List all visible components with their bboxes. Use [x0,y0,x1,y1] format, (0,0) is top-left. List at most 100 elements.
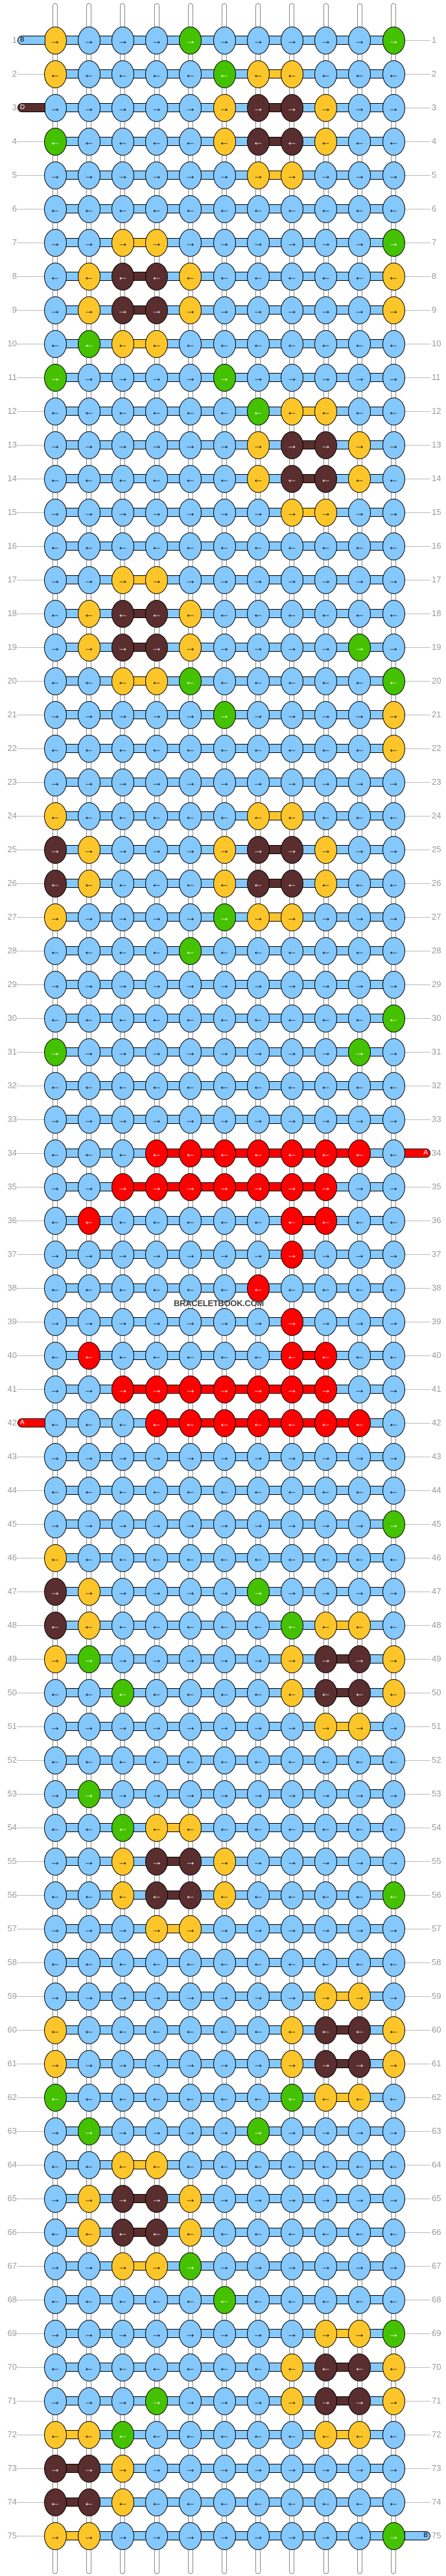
knot[interactable]: → [382,1914,405,1943]
knot[interactable]: → [145,1982,169,2010]
knot[interactable]: ← [348,667,371,695]
knot[interactable]: ← [280,127,303,156]
knot[interactable]: → [348,1105,371,1134]
knot[interactable]: ← [111,1139,134,1167]
knot[interactable]: ← [348,2285,371,2314]
knot[interactable]: ← [179,1948,202,1977]
knot[interactable]: → [382,2522,405,2550]
knot[interactable]: ← [43,262,67,291]
knot[interactable]: → [43,1375,67,1403]
knot[interactable]: → [145,1307,169,1336]
knot[interactable]: ← [280,1813,303,1842]
knot[interactable]: → [77,2319,100,2348]
knot[interactable]: → [246,2387,270,2415]
knot[interactable]: → [111,161,134,189]
knot[interactable]: ← [246,1881,270,1909]
knot[interactable]: ← [213,2285,236,2314]
knot[interactable]: ← [111,397,134,425]
knot[interactable]: → [145,1442,169,1471]
knot[interactable]: → [280,26,303,54]
knot[interactable]: ← [77,1948,100,1977]
knot[interactable]: ← [145,1746,169,1774]
knot[interactable]: → [314,1577,338,1606]
knot[interactable]: → [246,835,270,864]
knot[interactable]: ← [145,262,169,291]
knot[interactable]: ← [280,1004,303,1032]
knot[interactable]: → [348,903,371,931]
knot[interactable]: ← [382,2083,405,2112]
knot[interactable]: → [77,700,100,729]
knot[interactable]: → [213,1307,236,1336]
knot[interactable]: → [314,296,338,324]
knot[interactable]: → [314,700,338,729]
knot[interactable]: ← [246,60,270,88]
knot[interactable]: ← [280,1948,303,1977]
knot[interactable]: → [111,1038,134,1066]
knot[interactable]: → [77,903,100,931]
knot[interactable]: ← [280,1274,303,1302]
knot[interactable]: → [348,700,371,729]
knot[interactable]: ← [145,464,169,493]
knot[interactable]: ← [314,869,338,898]
knot[interactable]: → [348,835,371,864]
knot[interactable]: → [179,1173,202,1201]
knot[interactable]: → [179,228,202,257]
knot[interactable]: → [145,2184,169,2213]
knot[interactable]: ← [382,1071,405,1100]
knot[interactable]: ← [77,2218,100,2247]
knot[interactable]: ← [179,1544,202,1572]
knot[interactable]: ← [382,2488,405,2516]
knot[interactable]: ← [213,1139,236,1167]
knot[interactable]: → [314,26,338,54]
knot[interactable]: → [111,26,134,54]
knot[interactable]: → [213,1780,236,1808]
knot[interactable]: ← [314,464,338,493]
knot[interactable]: → [213,26,236,54]
knot[interactable]: ← [77,1341,100,1370]
knot[interactable]: ← [43,2488,67,2516]
knot[interactable]: ← [77,329,100,358]
knot[interactable]: ← [382,2016,405,2044]
knot[interactable]: ← [280,802,303,830]
knot[interactable]: ← [314,1746,338,1774]
knot[interactable]: ← [213,60,236,88]
knot[interactable]: → [111,903,134,931]
knot[interactable]: ← [145,1881,169,1909]
knot[interactable]: ← [213,329,236,358]
knot[interactable]: → [246,2454,270,2483]
knot[interactable]: → [77,161,100,189]
knot[interactable]: → [77,1375,100,1403]
knot[interactable]: → [43,363,67,392]
knot[interactable]: ← [111,2285,134,2314]
knot[interactable]: → [382,2252,405,2280]
knot[interactable]: ← [145,1813,169,1842]
knot[interactable]: → [213,2319,236,2348]
knot[interactable]: ← [43,1409,67,1437]
knot[interactable]: ← [382,869,405,898]
knot[interactable]: → [43,1577,67,1606]
knot[interactable]: ← [348,1813,371,1842]
knot[interactable]: ← [77,599,100,628]
knot[interactable]: → [348,2049,371,2078]
knot[interactable]: → [77,1847,100,1876]
knot[interactable]: ← [314,2420,338,2449]
knot[interactable]: → [314,1847,338,1876]
knot[interactable]: ← [382,2353,405,2381]
knot[interactable]: → [280,1645,303,1673]
knot[interactable]: ← [111,2151,134,2179]
knot[interactable]: → [145,296,169,324]
knot[interactable]: → [145,768,169,796]
knot[interactable]: ← [246,1071,270,1100]
knot[interactable]: → [179,2049,202,2078]
knot[interactable]: ← [77,667,100,695]
knot[interactable]: ← [179,1206,202,1235]
knot[interactable]: ← [280,60,303,88]
knot[interactable]: → [213,363,236,392]
knot[interactable]: ← [111,127,134,156]
knot[interactable]: → [382,1173,405,1201]
knot[interactable]: → [111,2454,134,2483]
knot[interactable]: → [43,26,67,54]
knot[interactable]: ← [43,1678,67,1707]
knot[interactable]: → [145,26,169,54]
knot[interactable]: ← [382,1206,405,1235]
